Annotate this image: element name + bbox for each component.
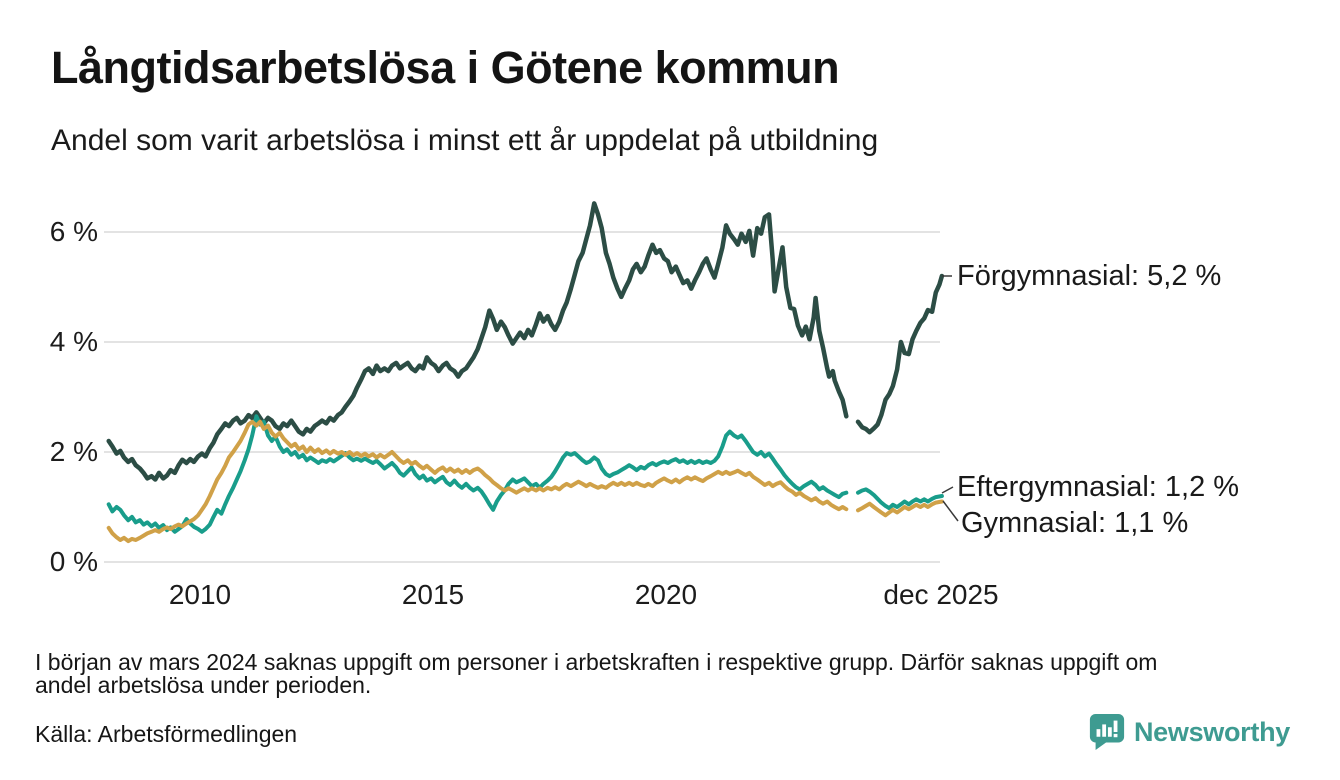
y-tick-6: 6 %	[49, 216, 98, 247]
source-label: Källa: Arbetsförmedlingen	[35, 721, 298, 747]
x-tick-2010: 2010	[168, 579, 232, 610]
page-subtitle: Andel som varit arbetslösa i minst ett å…	[51, 124, 879, 157]
leader-gymnasial	[942, 500, 959, 522]
x-tick-dec-2025: dec 2025	[883, 579, 999, 610]
line-eftergymnasial	[856, 487, 944, 511]
newsworthy-logo-icon	[1088, 712, 1126, 752]
line-gymnasial	[106, 419, 849, 544]
line-eftergymnasial	[106, 414, 849, 534]
footnote-line-1: I början av mars 2024 saknas uppgift om …	[35, 649, 1158, 675]
y-tick-0: 0 %	[49, 546, 98, 577]
series-label-eftergymnasial: Eftergymnasial: 1,2 %	[957, 471, 1240, 503]
footnote: I början av mars 2024 saknas uppgift om …	[35, 651, 1157, 697]
leader-eftergymnasial	[941, 486, 954, 494]
y-tick-4: 4 %	[49, 326, 98, 357]
line-gymnasial	[856, 499, 944, 518]
series-label-forgymnasial: Förgymnasial: 5,2 %	[957, 260, 1222, 292]
page-title: Långtidsarbetslösa i Götene kommun	[51, 42, 840, 93]
x-tick-2020: 2020	[634, 579, 698, 610]
series-label-gymnasial: Gymnasial: 1,1 %	[961, 507, 1189, 539]
newsworthy-wordmark: Newsworthy	[1133, 716, 1290, 747]
line-forgymnasial	[106, 201, 849, 482]
line-forgymnasial	[855, 273, 945, 435]
x-tick-2015: 2015	[401, 579, 465, 610]
newsworthy-brand: Newsworthy	[1088, 712, 1290, 752]
y-tick-2: 2 %	[49, 436, 98, 467]
footnote-line-2: andel arbetslösa under perioden.	[35, 672, 372, 698]
